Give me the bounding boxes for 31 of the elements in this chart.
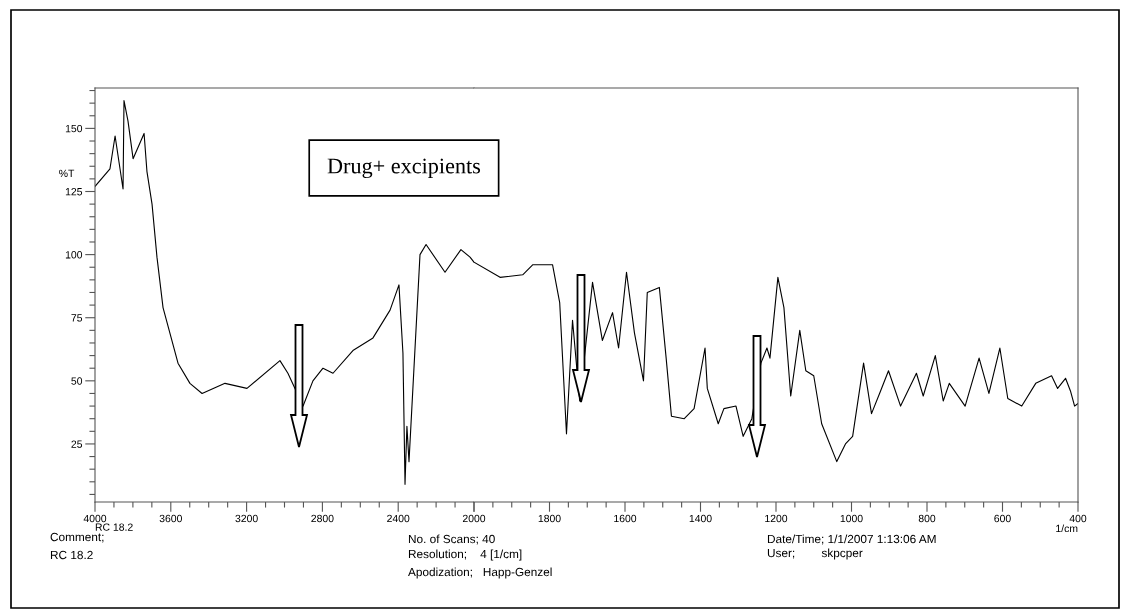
x-tick-label: 2000 (462, 514, 486, 523)
text: No. of Scans; 40 (408, 534, 495, 545)
text: Apodization; Happ-Genzel (408, 567, 552, 579)
y-tick-label: 150 (65, 124, 83, 133)
x-tick-label: 1400 (689, 514, 712, 523)
x-tick-label: 2800 (311, 514, 334, 523)
text: RC 18.2 (50, 550, 93, 560)
x-tick-label: 4000 (83, 514, 107, 523)
text: Resolution; 4 [1/cm] (408, 549, 522, 561)
text: User; skpcper (767, 548, 863, 560)
x-tick-label: 2400 (387, 514, 410, 523)
text: Date/Time; 1/1/2007 1:13:06 AM (767, 534, 936, 545)
y-tick-label: 25 (71, 440, 83, 448)
x-tick-label: 1200 (765, 514, 788, 523)
y-tick-label: 125 (65, 188, 83, 196)
x-tick-label: 3600 (159, 514, 182, 523)
y-tick-label: 100 (65, 251, 83, 259)
x-tick-label: 1000 (840, 514, 863, 523)
x-tick-label: 800 (918, 514, 936, 523)
x-tick-label: 400 (1069, 514, 1087, 523)
x-tick-label: 600 (994, 514, 1011, 523)
x-axis-title: 1/cm (1056, 524, 1078, 533)
x-tick-label: 1800 (538, 514, 561, 523)
annotation: Drug+ excipients (327, 158, 481, 179)
x-tick-label: 1600 (614, 514, 637, 523)
text: Comment; (50, 532, 104, 543)
x-tick-label: 3200 (235, 514, 258, 523)
y-tick-label: 50 (71, 377, 83, 385)
y-tick-label: 75 (71, 314, 83, 322)
text: RC 18.2 (95, 523, 133, 531)
y-axis-title: %T (59, 169, 75, 177)
